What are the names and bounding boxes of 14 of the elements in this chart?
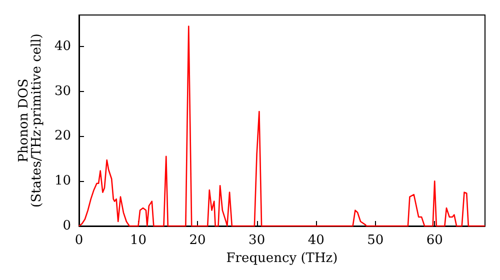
y-axis-title: Phonon DOS (States/THz·primitive cell) (16, 33, 45, 208)
y-tick-label: 0 (62, 218, 71, 234)
x-tick-label: 30 (248, 233, 266, 248)
y-tick-label: 30 (54, 84, 71, 99)
y-tick-label: 10 (54, 174, 71, 189)
x-axis-title: Frequency (THz) (226, 250, 338, 266)
x-tick-label: 50 (367, 233, 384, 248)
x-tick-label: 60 (426, 233, 443, 248)
y-tick-label: 20 (54, 128, 71, 144)
x-tick-label: 20 (189, 233, 206, 248)
y-tick-label: 40 (54, 38, 71, 54)
x-tick-label: 10 (130, 233, 147, 248)
x-tick-label: 40 (308, 233, 324, 248)
x-tick-label: 0 (74, 233, 84, 248)
